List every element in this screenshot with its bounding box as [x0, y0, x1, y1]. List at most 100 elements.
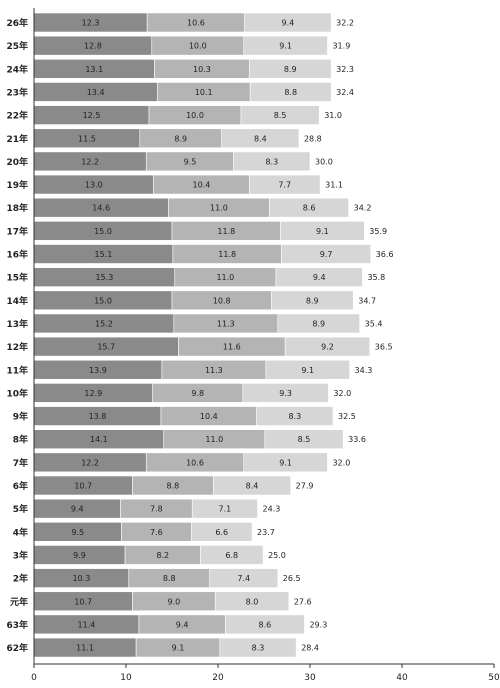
- bar-segment-3-row-8: [269, 197, 349, 218]
- total-value-label: 27.6: [294, 597, 312, 606]
- total-value-label: 33.6: [348, 435, 366, 444]
- segment-value-label: 12.2: [81, 458, 99, 467]
- category-label: 6年: [13, 480, 28, 492]
- category-label: 22年: [6, 110, 28, 122]
- segment-value-label: 8.8: [167, 482, 180, 491]
- total-value-label: 28.8: [304, 134, 322, 143]
- segment-value-label: 9.1: [316, 227, 329, 236]
- segment-value-label: 15.0: [94, 296, 112, 305]
- segment-value-label: 9.2: [321, 343, 334, 352]
- bar-segment-3-row-22: [191, 521, 253, 542]
- bar-segment-3-row-3: [249, 82, 332, 102]
- category-label: 8年: [13, 434, 28, 446]
- segment-value-label: 9.1: [279, 42, 292, 51]
- segment-value-label: 9.1: [172, 644, 185, 653]
- category-label: 24年: [6, 63, 28, 75]
- segment-value-label: 10.6: [186, 458, 204, 467]
- segment-value-label: 6.6: [215, 528, 228, 537]
- bar-segment-3-row-27: [219, 637, 297, 658]
- bar-segment-3-row-14: [284, 336, 371, 357]
- total-value-label: 32.5: [338, 412, 356, 421]
- segment-value-label: 10.4: [193, 181, 211, 190]
- segment-value-label: 8.8: [284, 88, 297, 97]
- segment-value-label: 9.4: [282, 19, 295, 28]
- total-value-label: 23.7: [257, 528, 275, 537]
- category-label: 14年: [6, 295, 28, 307]
- segment-value-label: 15.1: [95, 250, 113, 259]
- total-value-label: 34.3: [355, 366, 373, 375]
- bar-segment-3-row-21: [191, 498, 258, 519]
- bar-segment-3-row-24: [209, 568, 279, 588]
- segment-value-label: 14.6: [92, 204, 110, 213]
- segment-value-label: 9.1: [279, 458, 292, 467]
- category-label: 13年: [6, 318, 28, 330]
- total-value-label: 30.0: [315, 157, 333, 166]
- total-value-label: 27.9: [296, 482, 314, 491]
- category-label: 25年: [6, 40, 28, 52]
- total-value-label: 32.0: [333, 389, 351, 398]
- total-value-label: 36.5: [375, 343, 393, 352]
- x-tick-label: 50: [488, 673, 500, 683]
- category-label: 62年: [6, 642, 28, 654]
- category-label: 10年: [6, 387, 28, 399]
- total-value-label: 32.4: [336, 88, 354, 97]
- segment-value-label: 8.6: [303, 204, 316, 213]
- segment-value-label: 9.4: [176, 620, 189, 629]
- bar-segment-3-row-1: [243, 35, 328, 56]
- bar-segment-3-row-9: [280, 221, 365, 241]
- segment-value-label: 8.3: [265, 157, 278, 166]
- segment-value-label: 7.7: [278, 181, 291, 190]
- x-tick-label: 0: [31, 673, 37, 683]
- segment-value-label: 15.2: [95, 319, 113, 328]
- segment-value-label: 9.7: [320, 250, 333, 259]
- segment-value-label: 11.5: [78, 134, 96, 143]
- segment-value-label: 9.3: [279, 389, 292, 398]
- segment-value-label: 10.4: [200, 412, 218, 421]
- labels-layer: 12.3 10.6 9.4 32.2 26年 12.8 10.0 9.1 31.9 25年 13.1…: [6, 17, 393, 654]
- segment-value-label: 11.8: [217, 227, 235, 236]
- category-label: 11年: [6, 364, 28, 376]
- bar-segment-3-row-2: [248, 58, 332, 79]
- segment-value-label: 9.0: [167, 597, 180, 606]
- category-label: 63年: [6, 619, 28, 631]
- segment-value-label: 7.6: [150, 528, 163, 537]
- segment-value-label: 14.1: [90, 435, 108, 444]
- category-label: 17年: [6, 225, 28, 237]
- segment-value-label: 11.6: [223, 343, 241, 352]
- category-label: 4年: [13, 526, 28, 538]
- segment-value-label: 12.5: [83, 111, 101, 120]
- category-label: 19年: [6, 179, 28, 191]
- segment-value-label: 7.1: [219, 505, 232, 514]
- segment-value-label: 13.1: [85, 65, 103, 74]
- bar-segment-3-row-12: [271, 290, 354, 311]
- bar-segment-3-row-4: [240, 105, 320, 125]
- segment-value-label: 9.5: [184, 157, 197, 166]
- category-label: 21年: [6, 133, 28, 145]
- segment-value-label: 8.5: [274, 111, 287, 120]
- segment-value-label: 10.8: [213, 296, 231, 305]
- category-label: 26年: [6, 17, 28, 29]
- segment-value-label: 9.8: [191, 389, 204, 398]
- category-label: 16年: [6, 249, 28, 261]
- segment-value-label: 13.0: [85, 181, 103, 190]
- segment-value-label: 8.4: [254, 134, 267, 143]
- segment-value-label: 13.4: [87, 88, 105, 97]
- segment-value-label: 10.3: [193, 65, 211, 74]
- segment-value-label: 6.8: [225, 551, 238, 560]
- segment-value-label: 7.8: [150, 505, 163, 514]
- segment-value-label: 11.3: [217, 319, 235, 328]
- segment-value-label: 8.4: [246, 482, 259, 491]
- segment-value-label: 9.4: [71, 505, 84, 514]
- segment-value-label: 8.3: [288, 412, 301, 421]
- bar-segment-3-row-18: [264, 429, 344, 450]
- segment-value-label: 11.0: [210, 204, 228, 213]
- total-value-label: 24.3: [263, 505, 281, 514]
- segment-value-label: 9.5: [71, 528, 84, 537]
- segment-value-label: 11.1: [76, 644, 94, 653]
- segment-value-label: 15.3: [95, 273, 113, 282]
- segment-value-label: 11.3: [205, 366, 223, 375]
- category-label: 12年: [6, 341, 28, 353]
- bars-layer: [33, 12, 372, 658]
- segment-value-label: 10.6: [187, 19, 205, 28]
- segment-value-label: 11.0: [216, 273, 234, 282]
